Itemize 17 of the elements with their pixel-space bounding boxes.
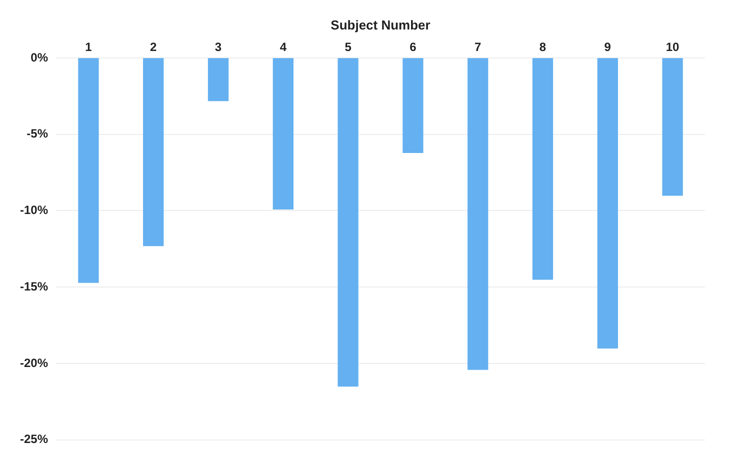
y-tick-label: -10%	[20, 203, 48, 218]
x-tick-label: 5	[344, 40, 352, 54]
x-axis-title: Subject Number	[330, 17, 430, 32]
y-tick-label: -5%	[26, 126, 48, 141]
x-tick-label: 6	[410, 40, 417, 54]
y-tick-label: -15%	[20, 279, 48, 294]
x-tick-label: 9	[604, 40, 612, 54]
x-tick-label: 3	[214, 40, 222, 54]
y-tick-label: 0%	[30, 50, 48, 64]
y-tick-label: -20%	[20, 356, 48, 370]
x-tick-label: 10	[666, 40, 680, 54]
x-tick-label: 8	[539, 40, 546, 54]
y-tick-label: -25%	[20, 432, 48, 446]
x-tick-label: 2	[150, 40, 158, 54]
x-tick-label: 1	[85, 40, 92, 54]
x-tick-label: 7	[474, 40, 482, 54]
x-tick-label: 4	[280, 40, 287, 54]
